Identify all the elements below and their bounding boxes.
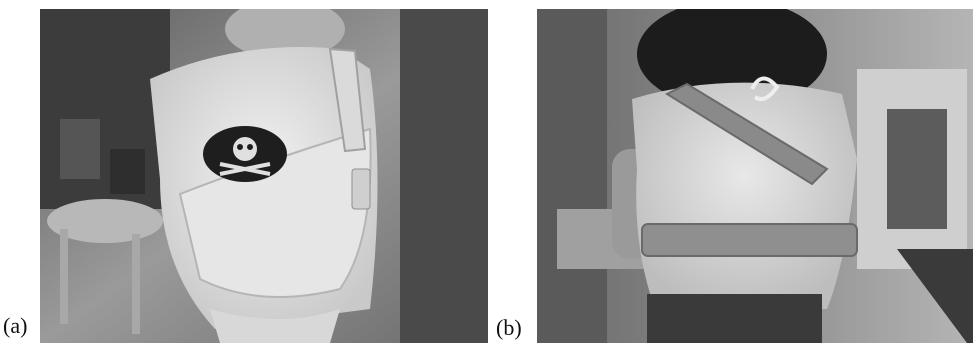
child-hair — [637, 9, 827, 109]
photo-front-view-illustration — [40, 9, 488, 343]
child-chin — [225, 9, 345, 59]
diagonal-strap — [664, 82, 829, 186]
waist-belt — [641, 223, 858, 257]
sling-vest-back — [632, 82, 857, 314]
shelf-left — [40, 9, 170, 209]
photo-back-view-illustration — [537, 9, 973, 343]
strap-buckle — [351, 168, 371, 210]
panel-a-label: (a) — [3, 313, 28, 338]
photo-front-view — [40, 9, 488, 343]
neck-tie — [750, 76, 780, 101]
stool-seat — [47, 199, 163, 243]
adult-left — [537, 9, 607, 343]
shoulder-strap — [328, 47, 367, 153]
panel-b-label: (b) — [496, 315, 522, 340]
pants — [647, 294, 822, 343]
adult-legs — [400, 9, 488, 343]
photo-back-view — [537, 9, 973, 343]
